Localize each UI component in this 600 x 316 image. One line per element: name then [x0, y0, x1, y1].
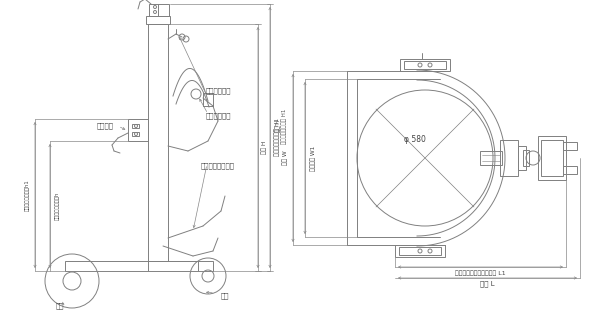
- Text: チャック: チャック: [97, 123, 113, 129]
- Bar: [563, 166, 577, 174]
- Bar: [480, 151, 502, 165]
- Bar: [523, 150, 529, 166]
- Text: ペダル折りたたみ時全長 L1: ペダル折りたたみ時全長 L1: [455, 270, 506, 276]
- Bar: [132, 124, 139, 128]
- Bar: [148, 24, 168, 261]
- Text: 全幅 W: 全幅 W: [282, 151, 288, 165]
- Bar: [148, 261, 198, 271]
- Bar: [500, 140, 518, 176]
- Text: 最低チャック高さh: 最低チャック高さh: [55, 192, 59, 220]
- Bar: [399, 247, 441, 255]
- Text: 下降ハンドル: 下降ハンドル: [205, 88, 231, 94]
- Bar: [128, 119, 148, 141]
- Text: 前輪: 前輪: [56, 303, 64, 309]
- Text: 最高チャック高さh1: 最高チャック高さh1: [25, 179, 29, 211]
- Text: 上昇足踏みペダル: 上昇足踏みペダル: [201, 163, 235, 169]
- Bar: [65, 261, 213, 271]
- Bar: [400, 59, 450, 71]
- Text: 前梠内幅 W1: 前梠内幅 W1: [310, 145, 316, 171]
- Bar: [541, 140, 563, 176]
- Bar: [538, 136, 566, 180]
- Text: 後輪: 後輪: [221, 293, 229, 299]
- Bar: [404, 61, 446, 69]
- Bar: [149, 4, 169, 16]
- Text: 全長 L: 全長 L: [480, 281, 495, 287]
- Text: 全高 H: 全高 H: [275, 120, 281, 132]
- Bar: [132, 132, 139, 136]
- Text: φ 580: φ 580: [404, 136, 426, 144]
- Bar: [146, 16, 170, 24]
- Text: 最大リフト時全高 H1: 最大リフト時全高 H1: [274, 118, 280, 156]
- Bar: [563, 142, 577, 150]
- Text: 最大リフト時全高 H1: 最大リフト時全高 H1: [281, 108, 287, 144]
- Text: 全高 H: 全高 H: [261, 141, 267, 154]
- Text: 操向ハンドル: 操向ハンドル: [205, 113, 231, 119]
- Bar: [518, 146, 526, 170]
- Bar: [395, 245, 445, 257]
